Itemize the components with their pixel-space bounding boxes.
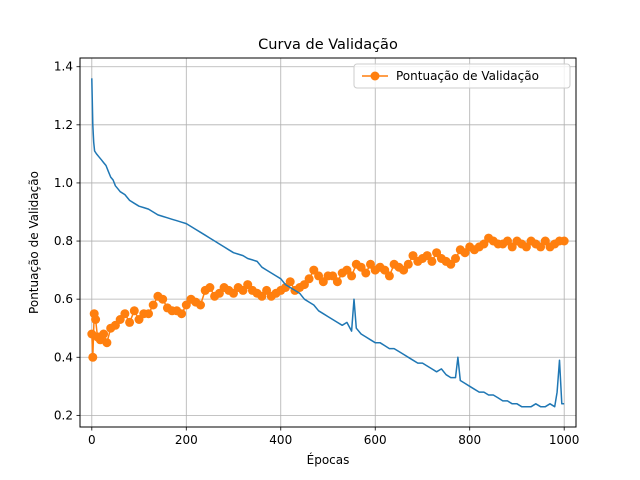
tick-layer: 0 200 400 600 800 1000 0.2 0.4 0.6 0.8 1.0 1.2 1.4 [54,60,580,447]
y-tick-label: 1.2 [54,118,73,132]
data-point [99,329,109,339]
x-tick-label: 400 [269,433,292,447]
data-point [144,309,153,319]
legend-marker [370,71,380,81]
x-tick-label: 600 [364,433,387,447]
legend-box [353,63,571,89]
data-point [88,352,98,362]
plot-frame [79,57,577,428]
x-tick-label: 800 [458,433,481,447]
series-line [91,78,565,408]
data-point [102,338,112,348]
y-tick-label: 0.8 [54,234,73,248]
data-point [205,283,215,292]
data-point [129,306,139,316]
series-0 [87,233,569,362]
data-point [120,309,130,319]
data-point [177,309,187,319]
series-1 [91,78,565,408]
series-layer [87,78,569,408]
x-axis-label: Épocas [307,452,350,467]
data-point [285,277,295,287]
legend: Pontuação de Validação [353,63,571,89]
y-tick-label: 1.4 [54,60,73,74]
data-point [196,300,205,310]
data-point [427,256,437,266]
x-tick-label: 1000 [549,433,580,447]
y-tick-label: 0.4 [54,350,73,364]
x-tick-label: 0 [88,433,96,447]
data-point [91,315,101,324]
legend-label: Pontuação de Validação [396,69,539,83]
data-point [332,277,342,287]
data-point [158,294,168,304]
data-point [403,259,413,269]
data-point [361,268,371,278]
chart-title: Curva de Validação [258,37,398,53]
x-tick-label: 200 [175,433,198,447]
data-point [384,271,394,281]
data-point [304,274,314,284]
y-tick-label: 0.2 [54,408,73,422]
grid-layer [80,58,576,427]
data-point [148,300,158,310]
y-tick-label: 0.6 [54,292,73,306]
y-axis-label: Pontuação de Validação [27,171,41,314]
data-point [347,271,357,281]
data-point [451,254,460,263]
y-tick-label: 1.0 [54,176,73,190]
data-point [559,236,569,246]
data-point [125,317,135,327]
